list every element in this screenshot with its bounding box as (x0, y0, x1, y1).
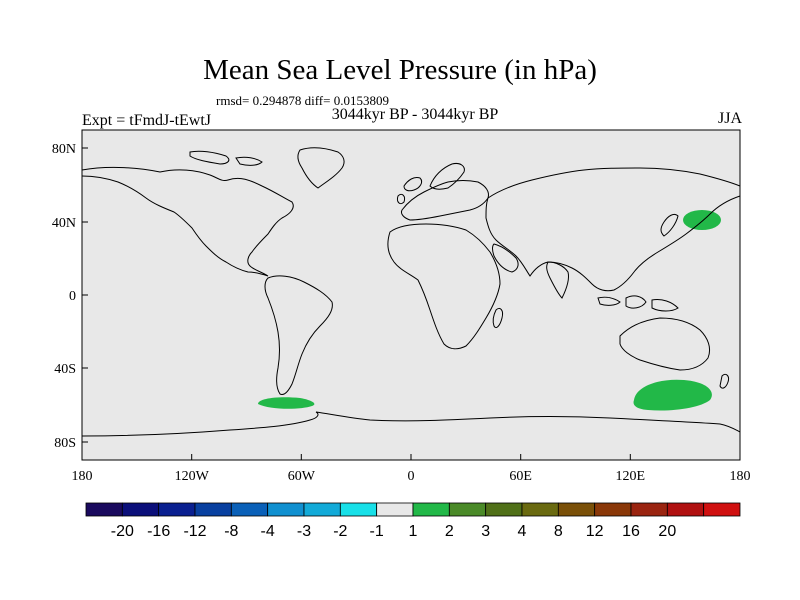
axis-ticks (81, 147, 741, 460)
colorbar-label: -1 (370, 523, 384, 540)
colorbar-swatch (630, 502, 668, 517)
colorbar-swatch (412, 502, 450, 517)
lon-label: 120E (616, 469, 646, 484)
lat-label: 0 (69, 289, 76, 304)
colorbar-label: 3 (481, 523, 490, 540)
colorbar-label: -20 (111, 523, 134, 540)
latitude-labels: 80N 40N 0 40S 80S (52, 142, 76, 451)
lon-label: 120W (175, 469, 210, 484)
colorbar-label: -3 (297, 523, 311, 540)
colorbar-label: -16 (147, 523, 170, 540)
lat-label: 40N (52, 216, 76, 231)
lon-label: 60W (288, 469, 316, 484)
lon-label: 180 (72, 469, 93, 484)
colorbar-swatch (666, 502, 705, 517)
colorbar-label: 16 (622, 523, 640, 540)
colorbar: -20 -16 -12 -8 -4 -3 -2 -1 1 2 3 4 8 12 16 20 (85, 502, 741, 540)
colorbar-label: 4 (518, 523, 527, 540)
colorbar-label: -2 (333, 523, 347, 540)
map-title: Mean Sea Level Pressure (in hPa) (203, 54, 597, 86)
colorbar-swatch (339, 502, 378, 517)
lon-label: 60E (509, 469, 532, 484)
colorbar-label: -8 (224, 523, 238, 540)
colorbar-swatch (267, 502, 305, 517)
lat-label: 80S (54, 436, 76, 451)
anomaly-fills (258, 210, 721, 411)
colorbar-swatch (194, 502, 232, 517)
colorbar-swatch (448, 502, 487, 517)
colorbar-swatch (158, 502, 196, 517)
lon-label: 0 (408, 469, 415, 484)
colorbar-label: 12 (586, 523, 604, 540)
season-label: JJA (717, 110, 742, 127)
colorbar-swatch (557, 502, 596, 517)
period-label: 3044kyr BP - 3044kyr BP (331, 106, 499, 123)
colorbar-label: -4 (261, 523, 275, 540)
lat-label: 40S (54, 362, 76, 377)
colorbar-label: -12 (183, 523, 206, 540)
colorbar-swatch (521, 502, 559, 517)
anomaly-north-pacific (683, 210, 721, 230)
coastlines (81, 147, 741, 437)
longitude-labels: 180 120W 60W 0 60E 120E 180 (72, 469, 751, 484)
experiment-label: Expt = tFmdJ-tEwtJ (82, 112, 212, 129)
colorbar-label: 8 (554, 523, 563, 540)
colorbar-swatch (703, 502, 741, 517)
colorbar-swatch (230, 502, 269, 517)
lat-label: 80N (52, 142, 76, 157)
colorbar-label: 1 (409, 523, 418, 540)
colorbar-swatch (485, 502, 523, 517)
stats-label: rmsd= 0.294878 diff= 0.0153809 (216, 93, 389, 108)
colorbar-swatch (121, 502, 160, 517)
map-background (81, 129, 741, 461)
anomaly-south-pacific (633, 379, 712, 411)
colorbar-swatch (303, 502, 341, 517)
colorbar-label: 20 (658, 523, 676, 540)
colorbar-swatch (85, 502, 123, 517)
lon-label: 180 (730, 469, 751, 484)
colorbar-swatch (376, 502, 414, 517)
colorbar-label: 2 (445, 523, 454, 540)
anomaly-drake-passage (258, 397, 315, 409)
colorbar-swatch (594, 502, 632, 517)
